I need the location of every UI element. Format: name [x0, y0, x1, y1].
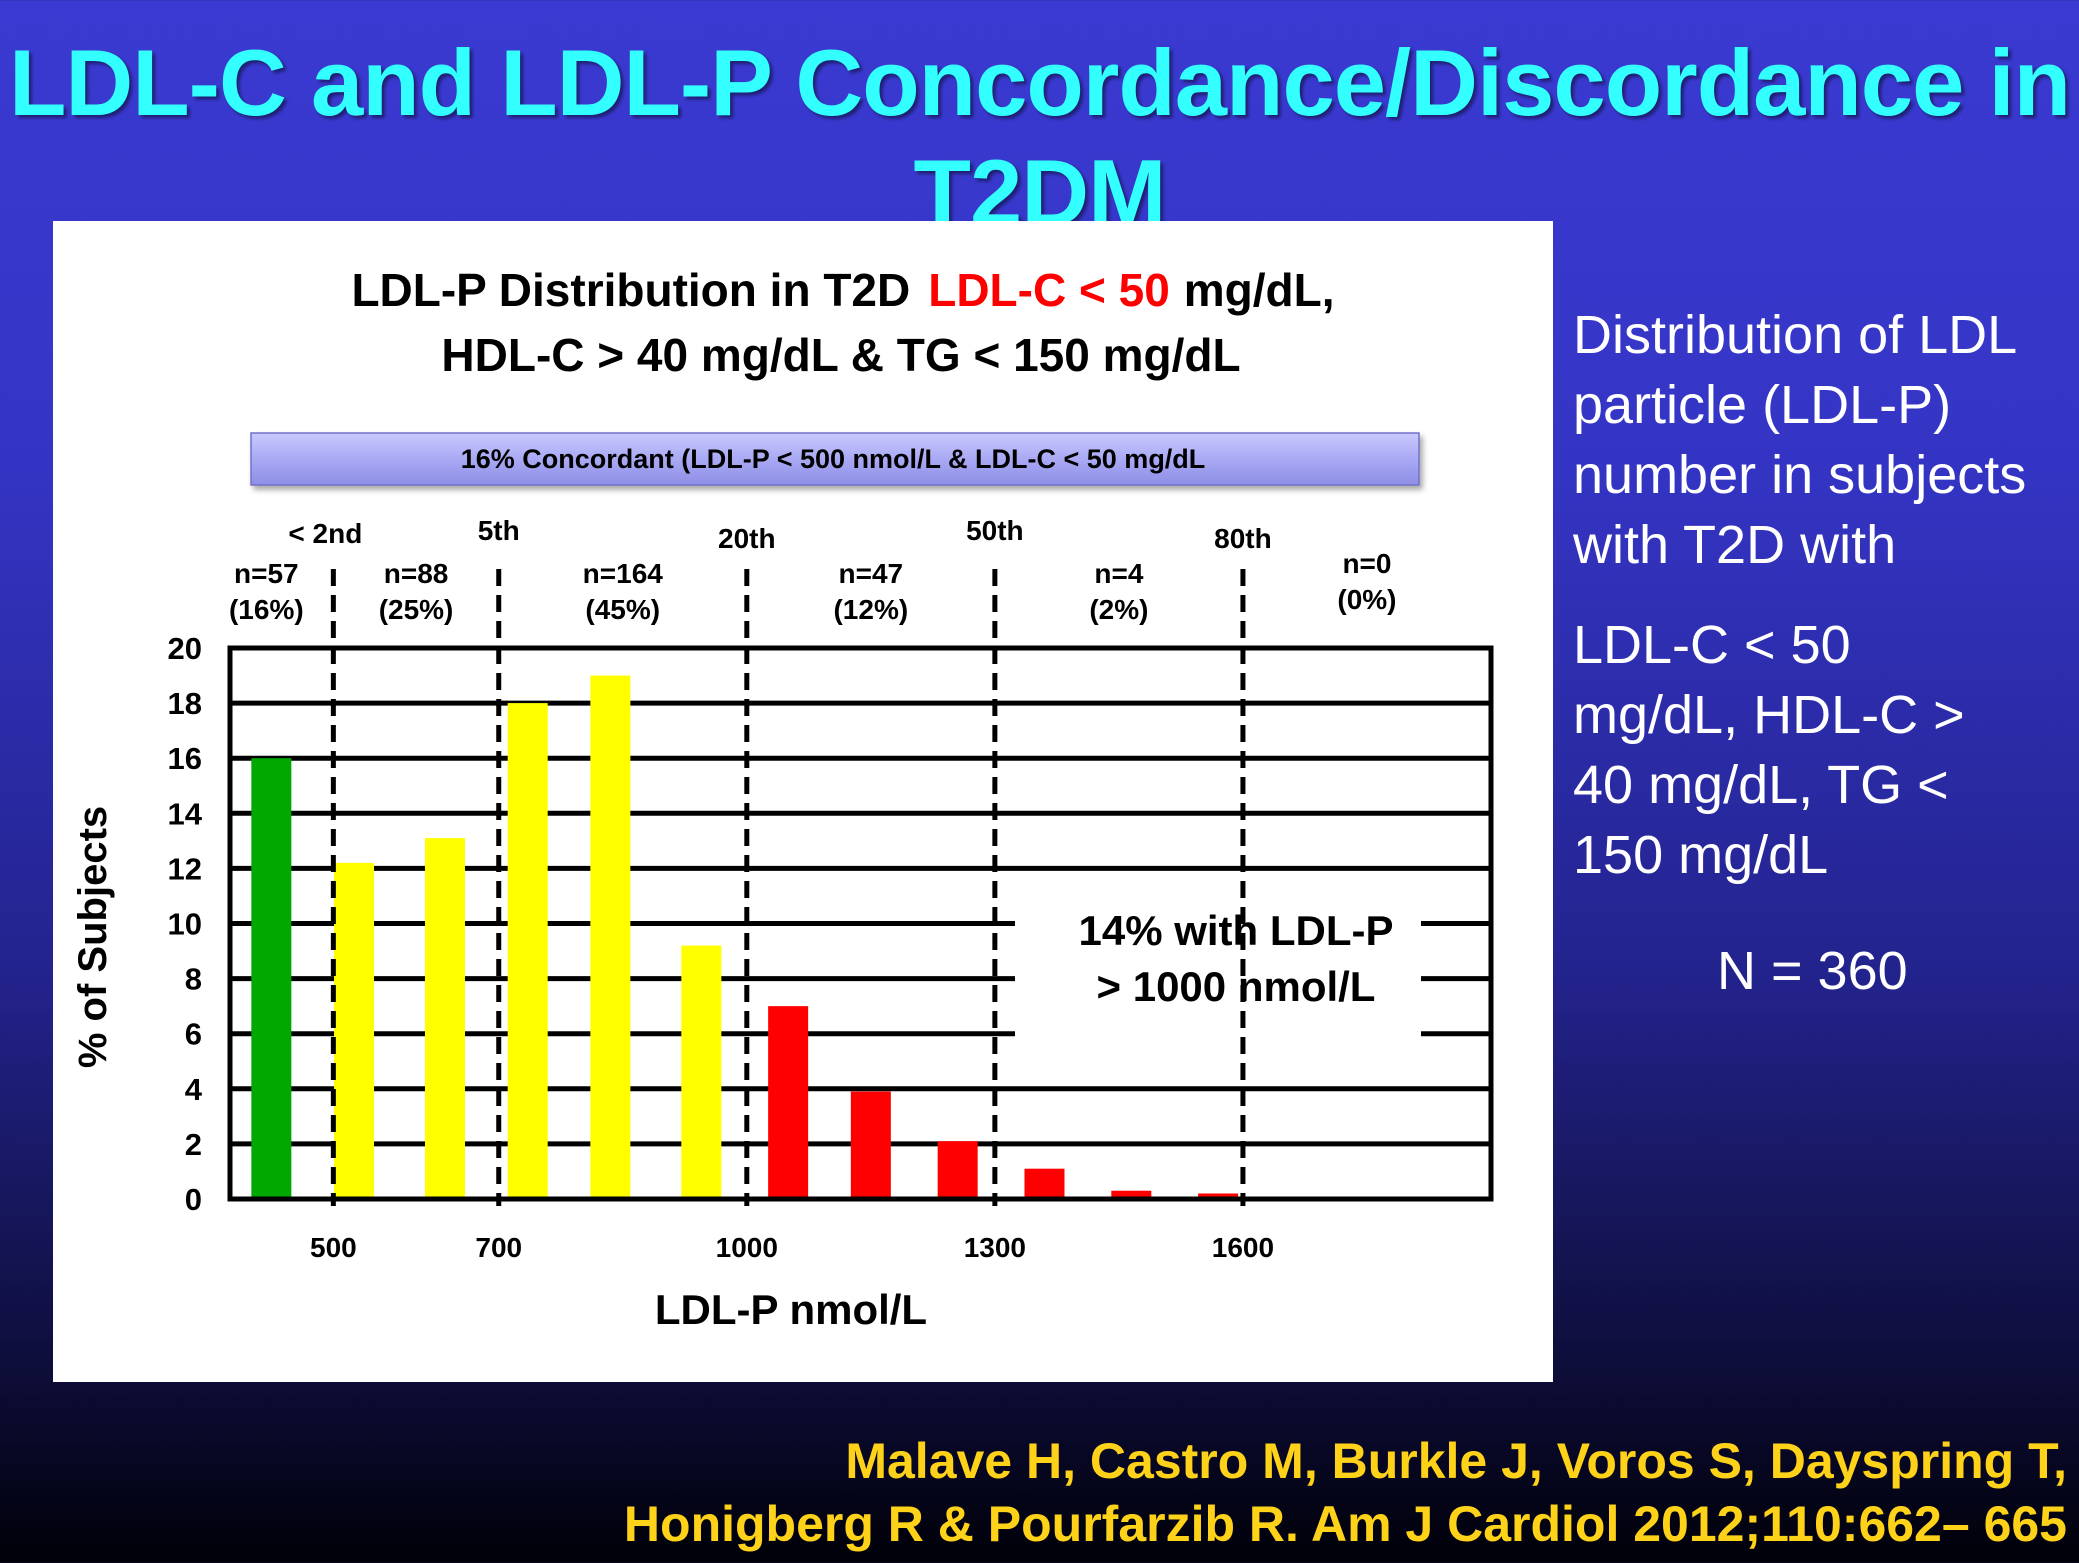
bar — [937, 1141, 978, 1199]
percentile-label: 5th — [478, 515, 520, 546]
plot-frame — [227, 645, 1494, 1202]
group-count-n: n=88 — [384, 558, 449, 589]
group-count-pct: (45%) — [585, 594, 660, 625]
side-text-line5: LDL-C < 50 — [1573, 615, 1851, 675]
group-count-pct: (12%) — [833, 594, 908, 625]
citation-line1: Malave H, Castro M, Burkle J, Voros S, D… — [845, 1433, 2067, 1489]
side-text-line7: 40 mg/dL, TG < — [1573, 755, 1949, 815]
y-tick-label: 20 — [168, 631, 202, 666]
bar — [1024, 1168, 1065, 1199]
percentile-label: 20th — [718, 523, 776, 554]
bar — [850, 1091, 891, 1199]
side-text-line3: number in subjects — [1573, 445, 2027, 505]
side-text-line8: 150 mg/dL — [1573, 825, 1829, 885]
group-count-pct: (25%) — [379, 594, 454, 625]
bar — [768, 1006, 809, 1199]
chart-title-highlight: LDL-C < 50 — [928, 264, 1170, 316]
percentile-label: < 2nd — [288, 518, 362, 549]
chart-title-suffix: mg/dL, — [1184, 264, 1335, 316]
annotation-background — [1015, 901, 1421, 1043]
x-tick-label: 700 — [475, 1232, 522, 1263]
bars — [251, 675, 1239, 1199]
y-tick-label: 12 — [168, 851, 202, 886]
y-tick-label: 0 — [185, 1182, 202, 1217]
group-count-labels: n=57 (16%) n=88 (25%) n=164 (45%) n=47 (12%) n=4… — [229, 548, 1397, 625]
chart-panel: LDL-P Distribution in T2D LDL-C < 50 mg/dL… — [53, 221, 1553, 1382]
side-description: Distribution of LDL particle (LDL-P) num… — [1573, 300, 2073, 580]
x-axis-label: LDL-P nmol/L — [655, 1286, 927, 1333]
y-tick-label: 2 — [185, 1127, 202, 1162]
group-count-n: n=57 — [234, 558, 299, 589]
annotation-line1: 14% with LDL-P — [1078, 907, 1393, 954]
group-count-n: n=4 — [1094, 558, 1143, 589]
group-count-pct: (2%) — [1089, 594, 1148, 625]
bar — [1198, 1193, 1239, 1199]
x-tick-label: 1000 — [716, 1232, 778, 1263]
y-tick-label: 4 — [185, 1072, 203, 1107]
concordant-banner — [250, 432, 1420, 486]
y-tick-label: 16 — [168, 741, 202, 776]
bar — [1111, 1190, 1152, 1199]
y-tick-label: 6 — [185, 1017, 202, 1052]
side-text-line1: Distribution of LDL — [1573, 305, 2018, 365]
y-axis-label: % of Subjects — [71, 806, 115, 1068]
bar — [590, 675, 631, 1199]
chart-title-line1: LDL-P Distribution in T2D LDL-C < 50 mg/dL… — [351, 264, 1334, 316]
percentile-labels: < 2nd 5th 20th 50th 80th — [288, 515, 1271, 554]
side-text-line2: particle (LDL-P) — [1573, 375, 1952, 435]
bar — [424, 838, 465, 1199]
bar — [334, 862, 375, 1199]
x-tick-label: 1600 — [1212, 1232, 1274, 1263]
percentile-label: 50th — [966, 515, 1024, 546]
annotation-line2: > 1000 nmol/L — [1097, 963, 1376, 1010]
x-tick-label: 1300 — [964, 1232, 1026, 1263]
group-count-n: n=164 — [583, 558, 664, 589]
side-criteria: LDL-C < 50 mg/dL, HDL-C > 40 mg/dL, TG <… — [1573, 610, 2073, 890]
side-text-line4: with T2D with — [1573, 515, 1897, 575]
percentile-lines — [330, 569, 1246, 1206]
y-tick-label: 14 — [168, 796, 203, 831]
sample-size: N = 360 — [1717, 941, 1908, 1001]
bar — [681, 945, 722, 1199]
x-tick-labels: 500 700 1000 1300 1600 — [310, 1232, 1274, 1263]
group-count-n: n=0 — [1342, 548, 1391, 579]
bar — [507, 703, 548, 1199]
y-tick-label: 18 — [168, 686, 202, 721]
group-count-n: n=47 — [839, 558, 904, 589]
y-tick-labels: 0 2 4 6 8 10 12 14 16 18 20 — [168, 631, 203, 1217]
chart-title-line2: HDL-C > 40 mg/dL & TG < 150 mg/dL — [441, 329, 1240, 381]
group-count-pct: (0%) — [1337, 584, 1396, 615]
x-tick-label: 500 — [310, 1232, 357, 1263]
side-text-line6: mg/dL, HDL-C > — [1573, 685, 1965, 745]
y-tick-label: 10 — [168, 907, 202, 942]
percentile-label: 80th — [1214, 523, 1272, 554]
chart-title-prefix: LDL-P Distribution in T2D — [351, 264, 910, 316]
bar — [251, 758, 292, 1199]
slide-title: LDL-C and LDL-P Concordance/Discordance … — [8, 30, 2071, 245]
concordant-banner-text: 16% Concordant (LDL-P < 500 nmol/L & LDL… — [461, 444, 1206, 474]
group-count-pct: (16%) — [229, 594, 304, 625]
y-tick-label: 8 — [185, 962, 202, 997]
chart-svg: LDL-P Distribution in T2D LDL-C < 50 mg/dL… — [71, 264, 1494, 1333]
citation-line2: Honigberg R & Pourfarzib R. Am J Cardiol… — [623, 1496, 2067, 1552]
